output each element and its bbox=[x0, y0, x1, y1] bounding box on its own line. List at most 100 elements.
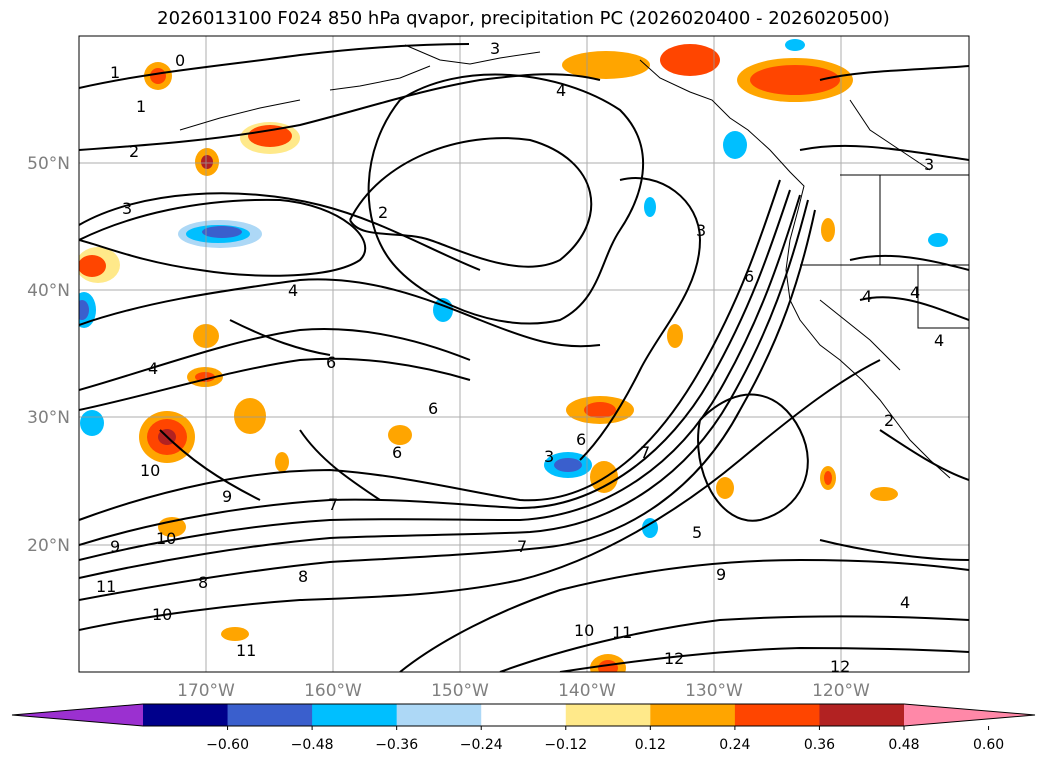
contour-label: 1 bbox=[136, 97, 146, 116]
precip-patch bbox=[716, 477, 734, 499]
colorbar-tick-label: 0.48 bbox=[888, 737, 919, 753]
map-title: 2026013100 F024 850 hPa qvapor, precipit… bbox=[157, 8, 890, 29]
colorbar-segment bbox=[650, 704, 736, 726]
contour-label: 8 bbox=[298, 567, 308, 586]
contour-label: 4 bbox=[900, 593, 910, 612]
precip-patch bbox=[928, 233, 948, 247]
colorbar-tick-label: −0.60 bbox=[206, 737, 249, 753]
contour-label: 0 bbox=[175, 51, 185, 70]
contour-label: 3 bbox=[696, 221, 706, 240]
colorbar-segment bbox=[819, 704, 905, 726]
colorbar-segment bbox=[396, 704, 482, 726]
precip-patch bbox=[202, 226, 242, 238]
contour-label: 5 bbox=[692, 523, 702, 542]
precip-patch bbox=[234, 398, 266, 434]
lon-label: 130°W bbox=[685, 681, 743, 701]
precip-patch bbox=[248, 125, 292, 147]
contour-label: 7 bbox=[328, 495, 338, 514]
contour-label: 9 bbox=[716, 565, 726, 584]
qvapor-contours bbox=[79, 43, 969, 672]
contour-label: 2 bbox=[378, 203, 388, 222]
lon-label: 170°W bbox=[177, 681, 235, 701]
precip-shading bbox=[79, 39, 948, 672]
contour-label: 4 bbox=[148, 359, 158, 378]
precip-patch bbox=[821, 218, 835, 242]
contour-label: 8 bbox=[198, 573, 208, 592]
contour-label: 6 bbox=[576, 430, 586, 449]
contour-label: 11 bbox=[96, 577, 116, 596]
lat-labels: 50°N 40°N 30°N 20°N bbox=[27, 154, 70, 556]
precip-patch bbox=[554, 458, 582, 472]
contour-label: 3 bbox=[122, 199, 132, 218]
contour-label: 6 bbox=[744, 267, 754, 286]
contour-label: 9 bbox=[222, 487, 232, 506]
contour-label: 3 bbox=[924, 155, 934, 174]
precip-patch bbox=[79, 300, 89, 320]
contour-label: 10 bbox=[574, 621, 594, 640]
contour-label: 10 bbox=[140, 461, 160, 480]
precip-patch bbox=[723, 131, 747, 159]
contour-label: 4 bbox=[862, 287, 872, 306]
precip-patch bbox=[195, 372, 215, 382]
lat-label: 50°N bbox=[27, 154, 70, 174]
colorbar-segment bbox=[143, 704, 229, 726]
lat-label: 20°N bbox=[27, 536, 70, 556]
precip-patch bbox=[824, 471, 832, 485]
coastlines bbox=[179, 44, 969, 479]
colorbar-extend-min bbox=[12, 704, 143, 726]
colorbar-segment bbox=[312, 704, 398, 726]
precip-patch bbox=[660, 44, 720, 76]
contour-label: 9 bbox=[110, 537, 120, 556]
contour-label: 3 bbox=[544, 447, 554, 466]
precip-patch bbox=[598, 660, 618, 672]
lon-label: 140°W bbox=[558, 681, 616, 701]
lat-label: 40°N bbox=[27, 281, 70, 301]
colorbar-segment bbox=[565, 704, 651, 726]
colorbar-tick-label: −0.12 bbox=[544, 737, 587, 753]
contour-label: 12 bbox=[830, 657, 850, 676]
colorbar-extend-max bbox=[904, 704, 1035, 726]
contour-label: 12 bbox=[664, 649, 684, 668]
contour-label: 7 bbox=[640, 443, 650, 462]
contour-label: 6 bbox=[392, 443, 402, 462]
precip-patch bbox=[388, 425, 412, 445]
plot-area bbox=[79, 36, 969, 672]
lon-label: 150°W bbox=[431, 681, 489, 701]
contour-label: 6 bbox=[326, 353, 336, 372]
contour-label: 4 bbox=[934, 331, 944, 350]
colorbar-segment bbox=[227, 704, 313, 726]
contour-label: 4 bbox=[910, 283, 920, 302]
contour-label: 11 bbox=[236, 641, 256, 660]
precip-patch bbox=[785, 39, 805, 51]
contour-label: 11 bbox=[612, 623, 632, 642]
contour-label: 3 bbox=[490, 39, 500, 58]
precip-patch bbox=[667, 324, 683, 348]
precip-patch bbox=[201, 155, 213, 169]
precip-patch bbox=[584, 402, 616, 418]
colorbar-tick-label: 0.36 bbox=[804, 737, 835, 753]
precip-patch bbox=[870, 487, 898, 501]
contour-label: 2 bbox=[884, 411, 894, 430]
colorbar-segment bbox=[734, 704, 820, 726]
lon-labels: 170°W 160°W 150°W 140°W 130°W 120°W bbox=[177, 681, 870, 701]
precip-patch bbox=[644, 197, 656, 217]
precip-patch bbox=[750, 65, 840, 95]
precip-patch bbox=[80, 410, 104, 436]
lat-label: 30°N bbox=[27, 408, 70, 428]
plot-frame bbox=[78, 35, 970, 673]
lon-label: 160°W bbox=[304, 681, 362, 701]
colorbar-tick-label: −0.24 bbox=[460, 737, 503, 753]
contour-label: 7 bbox=[517, 537, 527, 556]
lon-label: 120°W bbox=[812, 681, 870, 701]
colorbar-outline bbox=[11, 703, 1036, 727]
contour-label: 6 bbox=[428, 399, 438, 418]
colorbar-tick-label: −0.48 bbox=[291, 737, 334, 753]
contour-label: 4 bbox=[288, 281, 298, 300]
precip-patch bbox=[221, 627, 249, 641]
contour-labels: 1 0 1 2 3 4 2 3 4 6 6 4 6 7 9 10 8 9 10 … bbox=[96, 39, 944, 676]
contour-label: 2 bbox=[129, 142, 139, 161]
precip-patch bbox=[275, 452, 289, 472]
precip-patch bbox=[562, 51, 650, 79]
contour-label: 1 bbox=[110, 63, 120, 82]
